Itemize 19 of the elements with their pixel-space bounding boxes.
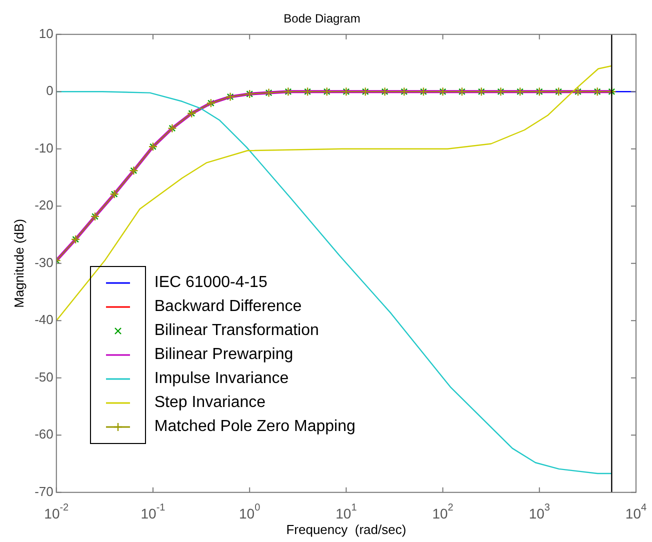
y-tick-label: 0 <box>46 83 54 98</box>
legend-label: Backward Difference <box>154 298 302 316</box>
legend-label: IEC 61000-4-15 <box>154 274 268 292</box>
legend-label: Bilinear Prewarping <box>154 346 294 364</box>
y-tick-label: 10 <box>38 26 54 41</box>
y-tick-label: -10 <box>34 140 54 156</box>
y-axis-title: Magnitude (dB) <box>11 218 26 308</box>
y-tick-label: -60 <box>34 426 54 442</box>
y-tick-label: -30 <box>34 254 54 270</box>
legend-label: Matched Pole Zero Mapping <box>154 418 356 436</box>
legend-label: Step Invariance <box>154 394 266 412</box>
chart-title: Bode Diagram <box>284 12 360 26</box>
y-tick-label: -70 <box>34 484 54 499</box>
y-tick-label: -20 <box>34 198 54 213</box>
legend-label: Impulse Invariance <box>154 370 289 388</box>
x-axis-title: Frequency (rad/sec) <box>286 522 406 537</box>
legend-label: Bilinear Transformation <box>154 322 319 340</box>
y-tick-label: -40 <box>34 312 54 328</box>
y-tick-label: -50 <box>34 369 54 384</box>
